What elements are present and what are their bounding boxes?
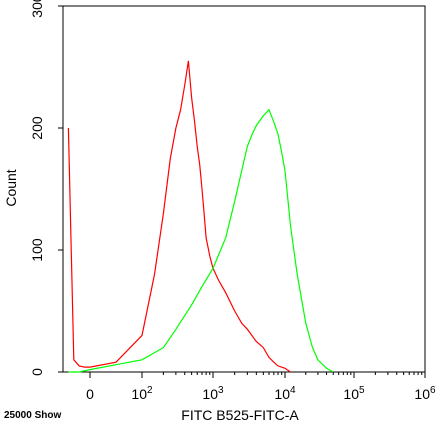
x-tick-label: 104: [274, 385, 296, 402]
plot-frame: [62, 5, 426, 373]
x-tick-label: 106: [414, 385, 436, 402]
x-tick-label: 105: [343, 385, 365, 402]
x-axis: 0 102 103 104 105 106: [86, 372, 436, 402]
series-line-1: [67, 60, 291, 373]
series-line-2: [68, 108, 334, 373]
y-tick-label: 200: [29, 116, 45, 140]
y-axis-title: Count: [3, 169, 19, 206]
y-tick-label: 100: [29, 238, 45, 262]
footer-note: 25000 Show: [4, 410, 61, 421]
y-tick-label: 0: [29, 368, 45, 376]
x-tick-label: 102: [131, 385, 153, 402]
y-tick-label: 300: [29, 0, 45, 18]
y-axis: 0 100 200 300: [29, 0, 63, 376]
x-tick-label: 0: [86, 386, 94, 402]
plot-area: [62, 5, 426, 373]
x-axis-title: FITC B525-FITC-A: [181, 407, 299, 423]
x-tick-label: 103: [202, 385, 224, 402]
